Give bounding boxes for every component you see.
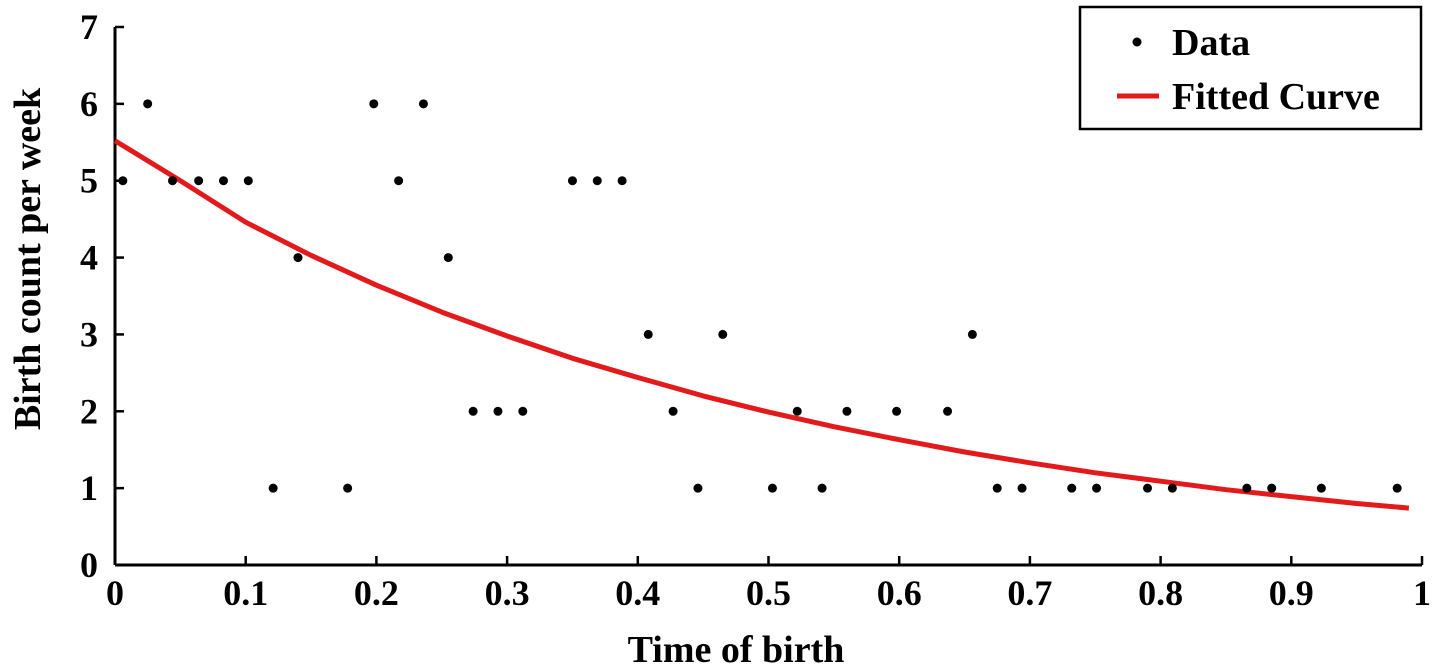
- legend: Data Fitted Curve: [1078, 5, 1423, 131]
- data-point: [518, 406, 528, 416]
- data-point: [1267, 483, 1277, 493]
- data-point: [668, 406, 678, 416]
- data-point: [468, 406, 478, 416]
- series-layer: [113, 99, 1410, 511]
- x-tick-label: 0.5: [746, 573, 791, 613]
- x-tick-label: 1: [1413, 573, 1431, 613]
- data-point: [418, 99, 428, 109]
- y-tick-label: 2: [80, 391, 98, 431]
- data-point: [567, 176, 577, 186]
- data-point: [892, 406, 902, 416]
- data-point: [394, 176, 404, 186]
- legend-box: [1078, 5, 1423, 131]
- y-tick-label: 7: [80, 7, 98, 47]
- data-point: [592, 176, 602, 186]
- y-axis-ticks: 0 1 2 3 4 5 6 7: [80, 7, 124, 585]
- y-axis-label: Birth count per week: [7, 87, 49, 430]
- data-point: [1316, 483, 1326, 493]
- x-axis-label: Time of birth: [628, 629, 845, 671]
- y-tick-label: 4: [80, 238, 98, 278]
- fitted-curve-line: [113, 138, 1410, 511]
- x-tick-label: 0.7: [1007, 573, 1052, 613]
- x-tick-label: 0.3: [485, 573, 530, 613]
- data-point: [643, 329, 653, 339]
- data-point: [992, 483, 1002, 493]
- x-tick-label: 0.4: [615, 573, 660, 613]
- data-point: [943, 406, 953, 416]
- y-tick-label: 6: [80, 84, 98, 124]
- legend-label: Fitted Curve: [1172, 76, 1380, 118]
- data-point: [842, 406, 852, 416]
- data-point: [243, 176, 253, 186]
- y-tick-label: 5: [80, 161, 98, 201]
- x-tick-label: 0.2: [354, 573, 399, 613]
- data-point: [617, 176, 627, 186]
- data-point: [718, 329, 728, 339]
- x-tick-label: 0.6: [877, 573, 922, 613]
- data-point: [369, 99, 379, 109]
- data-point: [817, 483, 827, 493]
- data-point: [1092, 483, 1102, 493]
- x-tick-label: 0.9: [1269, 573, 1314, 613]
- y-tick-label: 3: [80, 314, 98, 354]
- x-tick-label: 0.1: [223, 573, 268, 613]
- data-point: [1017, 483, 1027, 493]
- data-point: [767, 483, 777, 493]
- y-tick-label: 0: [80, 545, 98, 585]
- data-point: [118, 176, 128, 186]
- x-axis-ticks: 0 0.1 0.2 0.3 0.4 0.5 0.6 0.7 0.8 0.9 1: [106, 556, 1431, 613]
- data-point: [1392, 483, 1402, 493]
- data-point: [293, 253, 303, 263]
- data-point: [343, 483, 353, 493]
- data-point: [143, 99, 153, 109]
- data-point: [168, 176, 178, 186]
- data-point: [194, 176, 204, 186]
- data-point: [1067, 483, 1077, 493]
- data-point: [1143, 483, 1153, 493]
- data-point: [218, 176, 228, 186]
- legend-marker-data: [1132, 37, 1142, 47]
- data-point: [693, 483, 703, 493]
- x-tick-label: 0.8: [1138, 573, 1183, 613]
- x-tick-label: 0: [106, 573, 124, 613]
- legend-label: Data: [1172, 22, 1250, 64]
- data-point: [792, 406, 802, 416]
- y-tick-label: 1: [80, 468, 98, 508]
- data-point: [268, 483, 278, 493]
- data-point: [493, 406, 503, 416]
- data-point: [1167, 483, 1177, 493]
- data-point: [967, 329, 977, 339]
- data-point: [1242, 483, 1252, 493]
- data-point: [443, 253, 453, 263]
